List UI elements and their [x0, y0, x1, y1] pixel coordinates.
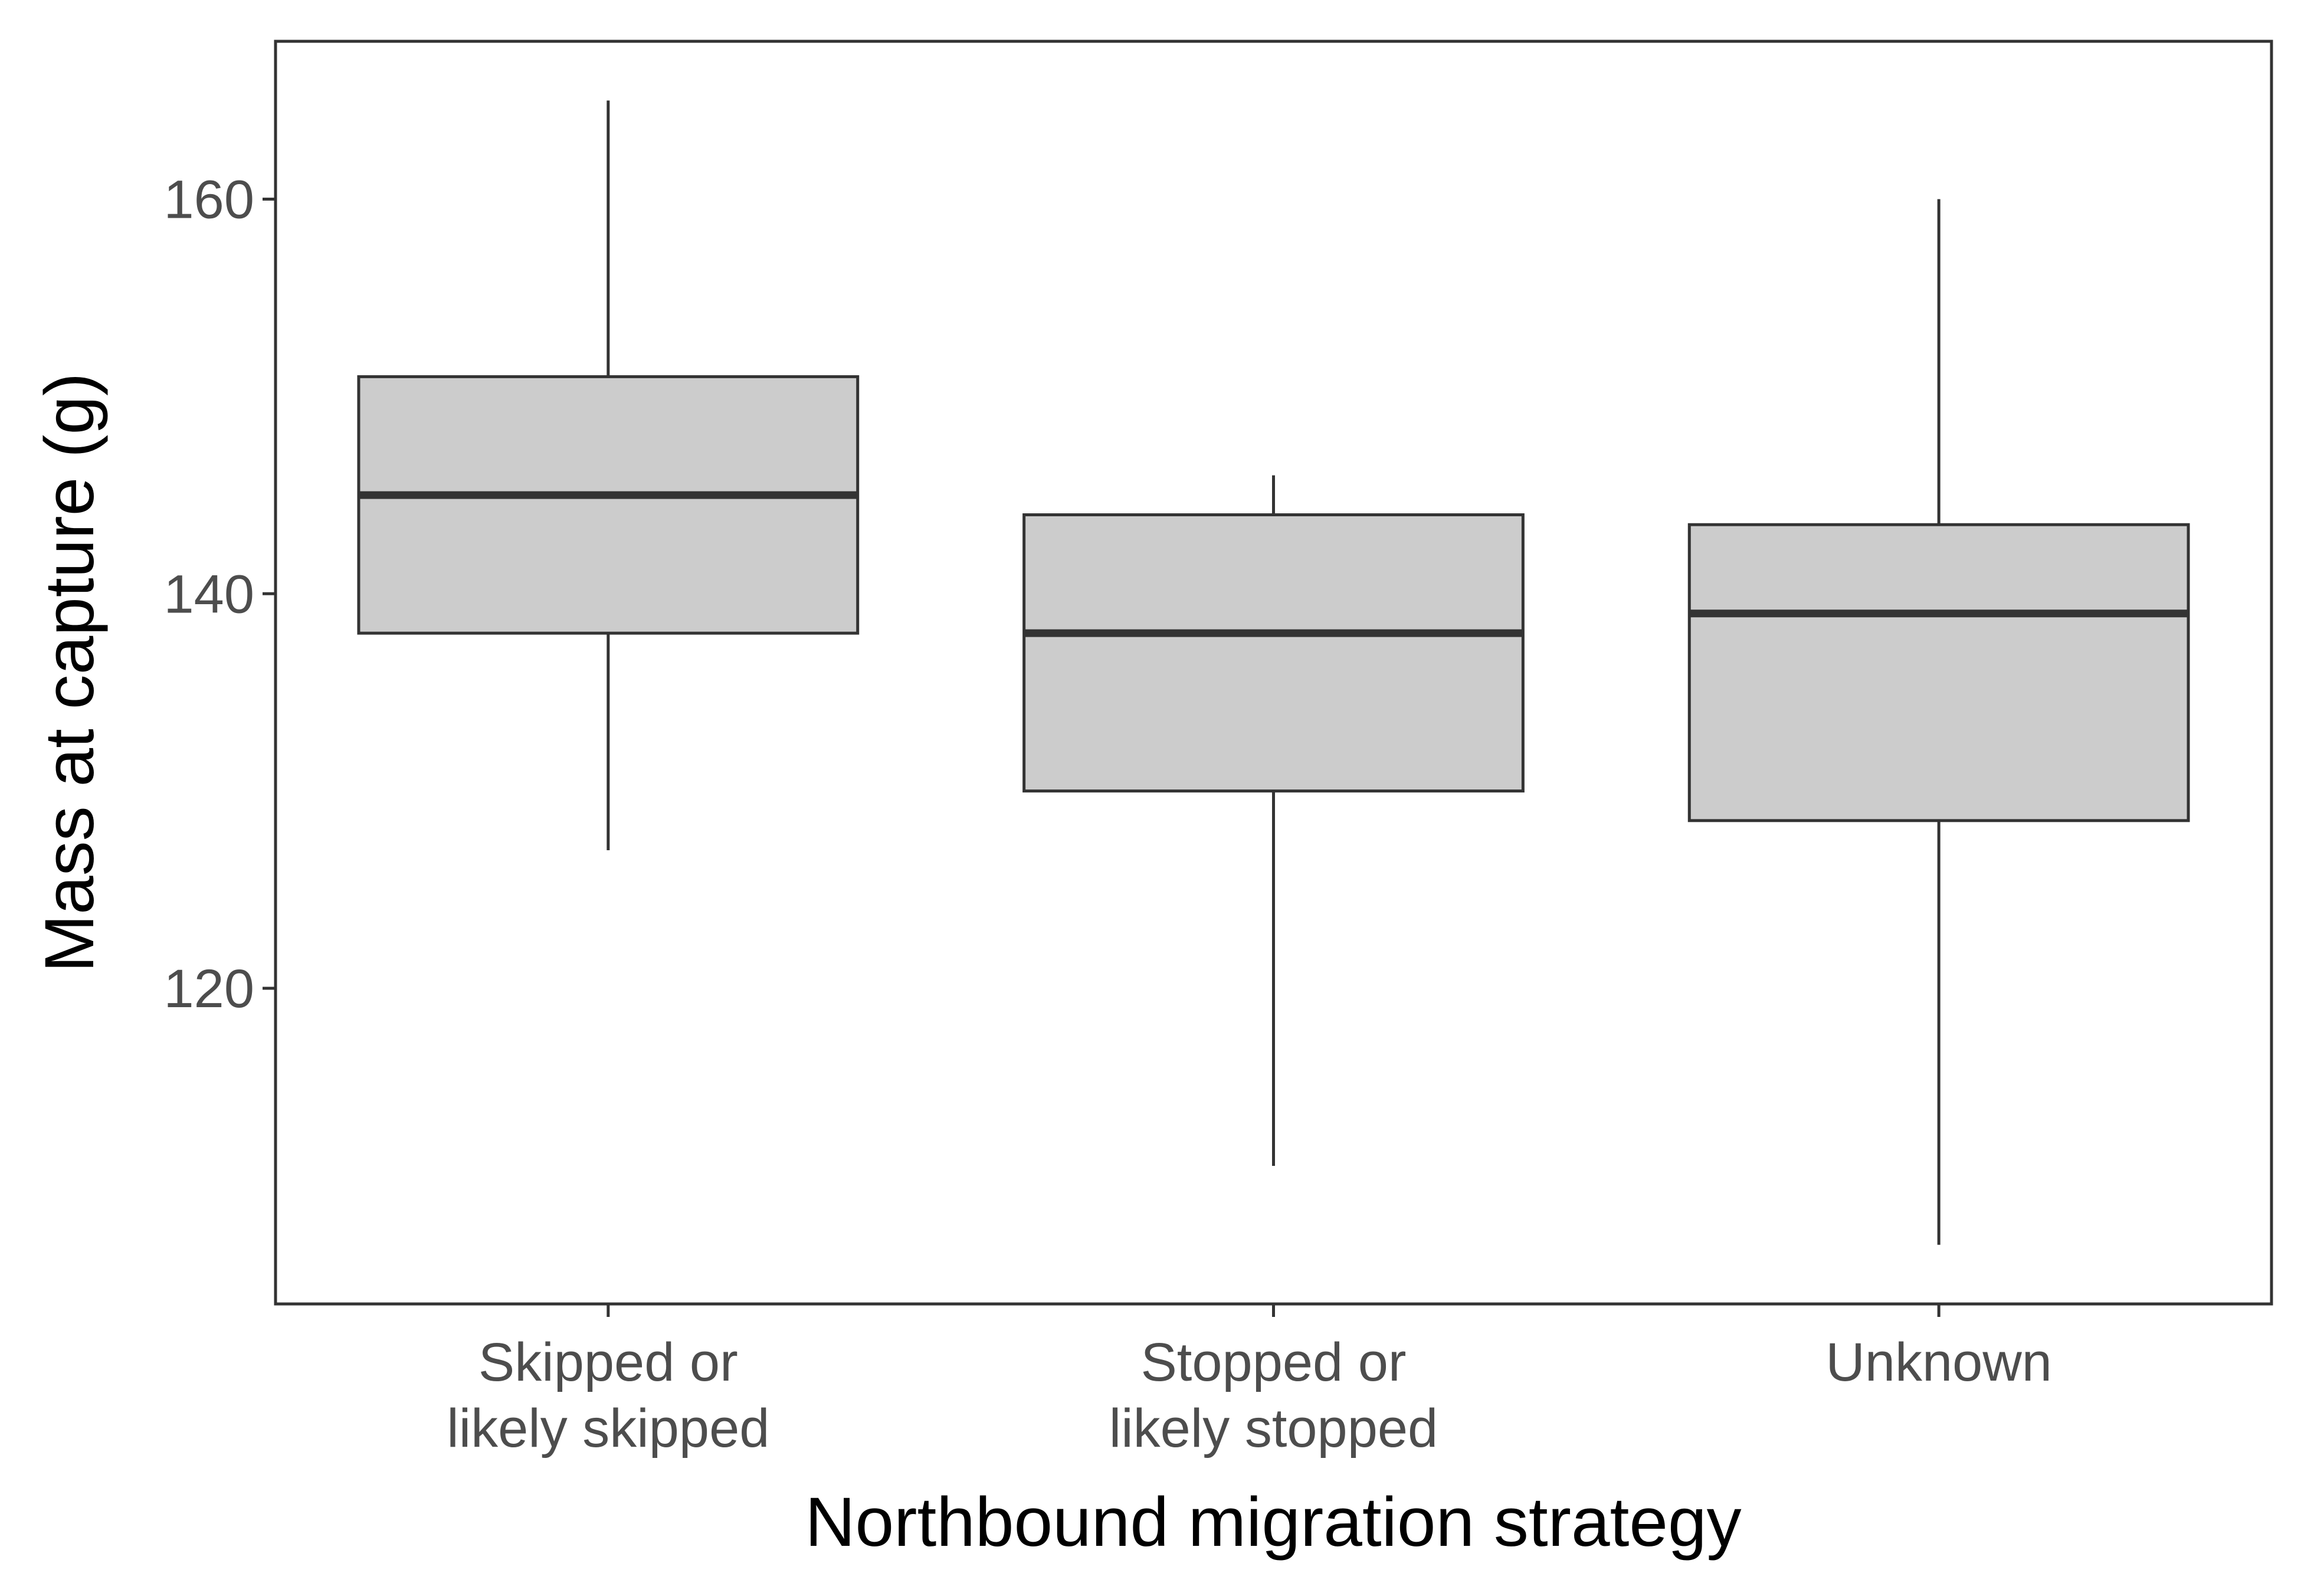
x-tick-label-line: Unknown [1825, 1332, 2052, 1392]
x-tick-label: Skipped or likely skipped [447, 1332, 769, 1459]
y-axis-title: Mass at capture (g) [31, 373, 109, 972]
y-axis: 120 140 160 [164, 170, 276, 1019]
x-tick-label-line: likely skipped [447, 1398, 769, 1459]
box-group [1022, 475, 1525, 1166]
x-tick-label: Stopped or likely stopped [1109, 1332, 1438, 1459]
box-iqr [1022, 513, 1525, 793]
x-axis-title: Northbound migration strategy [805, 1483, 1741, 1561]
box-iqr [1687, 523, 2190, 822]
box-group [357, 100, 860, 850]
boxes [357, 100, 2190, 1245]
box-group [1687, 199, 2190, 1245]
y-tick-label: 120 [164, 959, 255, 1019]
y-tick-label: 160 [164, 170, 255, 230]
x-tick-label-line: Skipped or [478, 1332, 738, 1392]
box-iqr [357, 375, 860, 635]
x-tick-label: Unknown [1825, 1332, 2052, 1392]
x-tick-label-line: Stopped or [1140, 1332, 1406, 1392]
x-tick-label-line: likely stopped [1109, 1398, 1438, 1459]
y-tick-label: 140 [164, 564, 255, 624]
